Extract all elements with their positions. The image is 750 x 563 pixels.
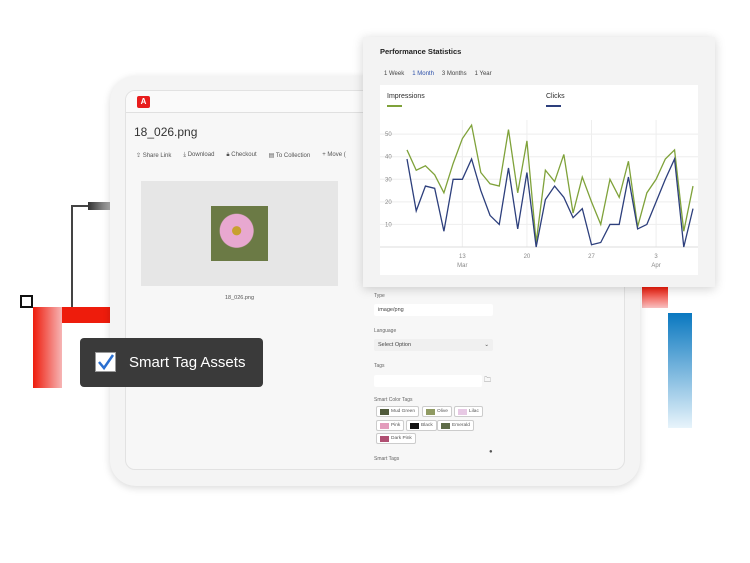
color-tag[interactable]: Pink [376, 420, 405, 431]
y-tick-label: 50 [385, 132, 392, 138]
language-label: Language [374, 328, 397, 334]
flower-image[interactable] [211, 206, 268, 261]
smart-tag-assets-label: Smart Tag Assets [129, 354, 246, 371]
tab-3-months[interactable]: 3 Months [441, 71, 467, 77]
tags-label: Tags [374, 363, 385, 369]
smart-color-tags-label: Smart Color Tags [374, 397, 413, 403]
asset-preview [141, 181, 338, 286]
chevron-down-icon: ⌄ [484, 342, 489, 348]
red-bar-right [642, 287, 668, 308]
chart-panel: Impressions Clicks 10 20 30 40 50 13 Mar 20 27 3 A… [380, 85, 698, 275]
info-icon[interactable]: ● [489, 449, 493, 455]
range-tabs: 1 Week 1 Month 3 Months 1 Year [384, 71, 492, 77]
language-select[interactable]: Select Option ⌄ [374, 339, 493, 351]
type-field[interactable]: image/png [374, 304, 493, 316]
file-title: 18_026.png [134, 125, 198, 139]
x-tick-label: 3 [654, 254, 658, 260]
smart-tag-assets-toggle[interactable]: Smart Tag Assets [80, 338, 263, 387]
y-tick-label: 40 [385, 155, 392, 161]
type-label: Type [374, 293, 385, 299]
tab-1-month[interactable]: 1 Month [412, 71, 434, 77]
y-tick-label: 10 [385, 222, 392, 228]
x-tick-label: 27 [588, 254, 595, 260]
smart-tags-label: Smart Tags [374, 456, 400, 462]
red-bar [33, 307, 62, 388]
connector-handle [88, 202, 110, 210]
legend-swatch [546, 105, 561, 107]
legend-clicks: Clicks [546, 93, 565, 100]
checkbox[interactable] [95, 352, 116, 372]
asset-caption: 18_026.png [224, 295, 255, 301]
checkmark-icon [98, 354, 115, 371]
move-button[interactable]: + Move ( [322, 152, 346, 158]
y-tick-label: 30 [385, 177, 392, 183]
share-link-button[interactable]: ⇪ Share Link [136, 153, 172, 159]
line-chart: 10 20 30 40 50 13 Mar 20 27 3 Apr [380, 120, 698, 269]
series-line-clicks [406, 156, 694, 248]
color-tag[interactable]: Mud Green [376, 406, 419, 417]
x-tick-sublabel: Apr [651, 263, 660, 269]
x-tick-sublabel: Mar [457, 263, 467, 269]
y-tick-label: 20 [385, 200, 392, 206]
card-title: Performance Statistics [380, 47, 462, 56]
legend-impressions: Impressions [387, 93, 425, 100]
tab-1-week[interactable]: 1 Week [384, 71, 405, 77]
to-collection-button[interactable]: ▤ To Collection [268, 153, 311, 159]
connector-line [71, 205, 73, 309]
performance-statistics-card: Performance Statistics 1 Week 1 Month 3 … [363, 37, 715, 287]
tags-input[interactable] [374, 375, 482, 387]
color-tag[interactable]: Black [406, 420, 437, 431]
series-line-impressions [406, 123, 694, 243]
color-tag[interactable]: Olive [422, 406, 452, 417]
x-tick-label: 13 [459, 254, 466, 260]
color-tag[interactable]: Lilac [454, 406, 483, 417]
tab-1-year[interactable]: 1 Year [474, 71, 492, 77]
folder-icon[interactable]: 🗀 [484, 377, 491, 384]
action-bar: ⇪ Share Link ⤓ Download 🔒︎ Checkout ▤ To… [136, 152, 346, 159]
checkout-button[interactable]: 🔒︎ Checkout [226, 152, 257, 158]
x-tick-label: 20 [524, 254, 531, 260]
legend-swatch [387, 105, 402, 107]
connector-line [71, 205, 89, 207]
color-tag[interactable]: Emerald [437, 420, 474, 431]
blue-bar [668, 313, 692, 428]
download-button[interactable]: ⤓ Download [183, 152, 215, 158]
adobe-logo: A [137, 96, 150, 108]
color-tag[interactable]: Dark Pink [376, 433, 416, 444]
corner-square [20, 295, 33, 308]
